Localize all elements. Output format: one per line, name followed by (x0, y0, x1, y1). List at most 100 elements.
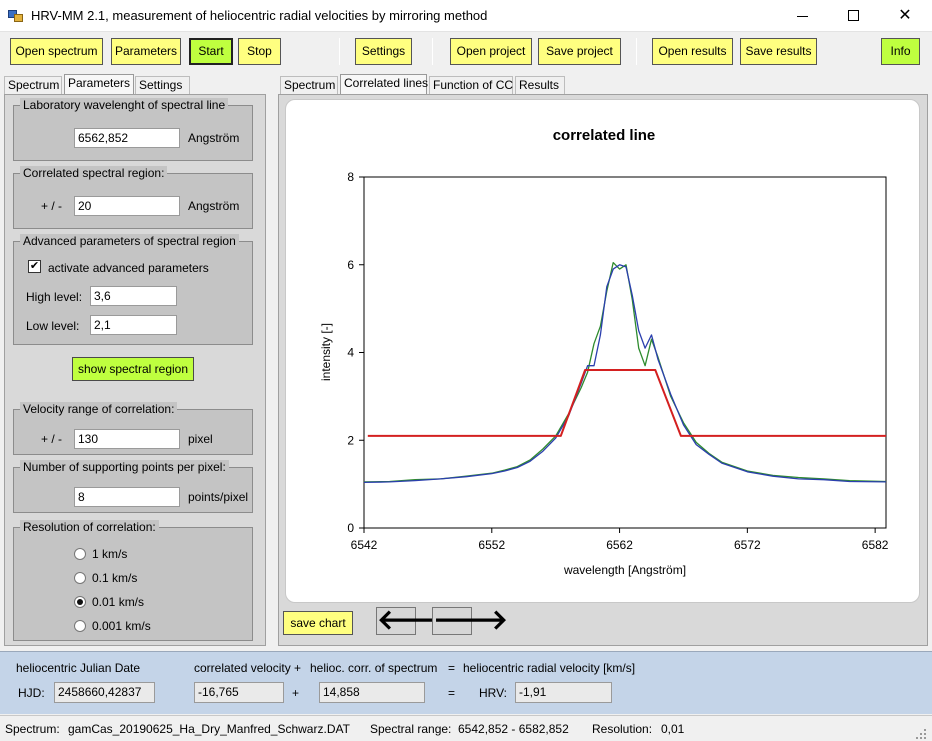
close-button[interactable]: ✕ (898, 7, 912, 24)
supporting-points-unit: points/pixel (188, 490, 249, 504)
resolution-label-1: 1 km/s (92, 547, 128, 561)
hjd-header: heliocentric Julian Date (16, 661, 141, 675)
maximize-button[interactable] (830, 0, 876, 32)
low-level-label: Low level: (26, 319, 80, 333)
resolution-radio-1[interactable] (74, 548, 86, 560)
status-resolution-value: 0,01 (661, 722, 685, 736)
results-panel: heliocentric Julian Date correlated velo… (0, 651, 932, 714)
equals-header: = (448, 661, 456, 675)
helio-correction-field[interactable]: 14,858 (319, 682, 425, 703)
velocity-range-unit: pixel (188, 432, 213, 446)
tab-spectrum-left[interactable]: Spectrum (4, 76, 62, 94)
tab-settings[interactable]: Settings (135, 76, 190, 94)
x-axis-label: wavelength [Angström] (563, 563, 686, 577)
settings-button[interactable]: Settings (355, 38, 412, 65)
save-project-button[interactable]: Save project (538, 38, 621, 65)
open-project-button[interactable]: Open project (450, 38, 532, 65)
x-tick-label: 6552 (478, 538, 505, 552)
save-chart-button[interactable]: save chart (283, 611, 353, 635)
show-spectral-region-button[interactable]: show spectral region (72, 357, 194, 381)
status-range-value: 6542,852 - 6582,852 (458, 722, 569, 736)
hjd-value-field[interactable]: 2458660,42837 (54, 682, 155, 703)
supporting-points-title: Number of supporting points per pixel: (20, 460, 229, 474)
low-level-input[interactable]: 2,1 (90, 315, 177, 335)
velocity-range-prefix: + / - (41, 432, 63, 446)
chart-container: correlated line 6542 6552 6562 6572 6582 0 2 4 6… (285, 99, 920, 603)
hjd-label: HJD: (18, 686, 45, 700)
resolution-label-0-1: 0.1 km/s (92, 571, 138, 585)
correlated-region-input[interactable]: 20 (74, 196, 180, 216)
velocity-header: correlated velocity (194, 661, 291, 675)
high-level-input[interactable]: 3,6 (90, 286, 177, 306)
tab-parameters[interactable]: Parameters (64, 74, 134, 94)
resolution-group: Resolution of correlation: 1 km/s 0.1 km… (13, 520, 253, 641)
status-spectrum-file: gamCas_20190625_Ha_Dry_Manfred_Schwarz.D… (68, 722, 350, 736)
hrv-value-field[interactable]: -1,91 (515, 682, 612, 703)
x-tick-label: 6542 (351, 538, 378, 552)
y-tick-label: 6 (347, 258, 354, 272)
series-line-3 (367, 369, 886, 437)
plus-header: + (294, 661, 302, 675)
parameters-button[interactable]: Parameters (111, 38, 181, 65)
tab-correlated-lines[interactable]: Correlated lines (340, 74, 428, 94)
supporting-points-input[interactable]: 8 (74, 487, 180, 507)
tab-spectrum-right[interactable]: Spectrum (280, 76, 338, 94)
high-level-label: High level: (26, 290, 83, 304)
minimize-icon (797, 16, 808, 17)
chart-panel: correlated line 6542 6552 6562 6572 6582 0 2 4 6… (278, 94, 928, 646)
lab-wavelength-group: Laboratory wavelenght of spectral line 6… (13, 98, 253, 161)
left-tab-strip: Spectrum Parameters Settings (4, 74, 266, 94)
advanced-parameters-title: Advanced parameters of spectral region (20, 234, 239, 248)
correlated-velocity-field[interactable]: -16,765 (194, 682, 284, 703)
resolution-radio-0-001[interactable] (74, 620, 86, 632)
activate-advanced-label: activate advanced parameters (48, 261, 209, 275)
status-range-label: Spectral range: (370, 722, 452, 736)
y-axis-label: intensity [-] (319, 323, 333, 381)
plus-sign: + (292, 686, 300, 700)
correlated-region-unit: Angström (188, 199, 240, 213)
chart-title: correlated line (553, 127, 656, 144)
y-tick-label: 0 (347, 521, 354, 535)
x-tick-label: 6562 (606, 538, 633, 552)
right-tab-strip: Spectrum Correlated lines Function of CC… (278, 74, 928, 94)
lab-wavelength-input[interactable]: 6562,852 (74, 128, 180, 148)
stop-button[interactable]: Stop (238, 38, 281, 65)
activate-advanced-checkbox[interactable]: ✔ (28, 260, 41, 273)
hrv-header: heliocentric radial velocity [km/s] (463, 661, 636, 675)
title-bar: HRV-MM 2.1, measurement of heliocentric … (0, 0, 932, 32)
forward-arrow-button[interactable]: 🡒 (432, 604, 509, 635)
plot-area (363, 176, 887, 529)
status-resolution-label: Resolution: (592, 722, 653, 736)
resolution-radio-0-1[interactable] (74, 572, 86, 584)
open-spectrum-button[interactable]: Open spectrum (10, 38, 103, 65)
y-tick-label: 4 (347, 346, 354, 360)
toolbar-separator (636, 38, 637, 65)
save-results-button[interactable]: Save results (740, 38, 817, 65)
toolbar-separator (339, 38, 340, 65)
resolution-radio-0-01[interactable] (74, 596, 86, 608)
maximize-icon (848, 10, 859, 21)
info-button[interactable]: Info (881, 38, 920, 65)
correlated-region-title: Correlated spectral region: (20, 166, 168, 180)
series-line-1 (363, 261, 887, 483)
resolution-label-0-01: 0.01 km/s (92, 595, 145, 609)
velocity-range-title: Velocity range of correlation: (20, 402, 178, 416)
lab-wavelength-unit: Angström (188, 131, 240, 145)
hrv-label: HRV: (479, 686, 508, 700)
parameters-panel: Laboratory wavelenght of spectral line 6… (4, 94, 266, 646)
app-icon (8, 8, 24, 24)
resolution-title: Resolution of correlation: (20, 520, 159, 534)
status-spectrum-label: Spectrum: (5, 722, 60, 736)
status-bar: Spectrum: gamCas_20190625_Ha_Dry_Manfred… (0, 715, 932, 741)
open-results-button[interactable]: Open results (652, 38, 733, 65)
resolution-label-0-001: 0.001 km/s (92, 619, 151, 633)
start-button[interactable]: Start (189, 38, 233, 65)
tab-results[interactable]: Results (515, 76, 565, 94)
resize-grip-icon[interactable] (915, 728, 927, 740)
back-arrow-button[interactable]: 🡐 (376, 604, 453, 635)
minimize-button[interactable] (780, 0, 826, 32)
velocity-range-input[interactable]: 130 (74, 429, 180, 449)
supporting-points-group: Number of supporting points per pixel: 8… (13, 460, 253, 513)
lab-wavelength-title: Laboratory wavelenght of spectral line (20, 98, 229, 112)
tab-function-of-cc[interactable]: Function of CC (429, 76, 513, 94)
